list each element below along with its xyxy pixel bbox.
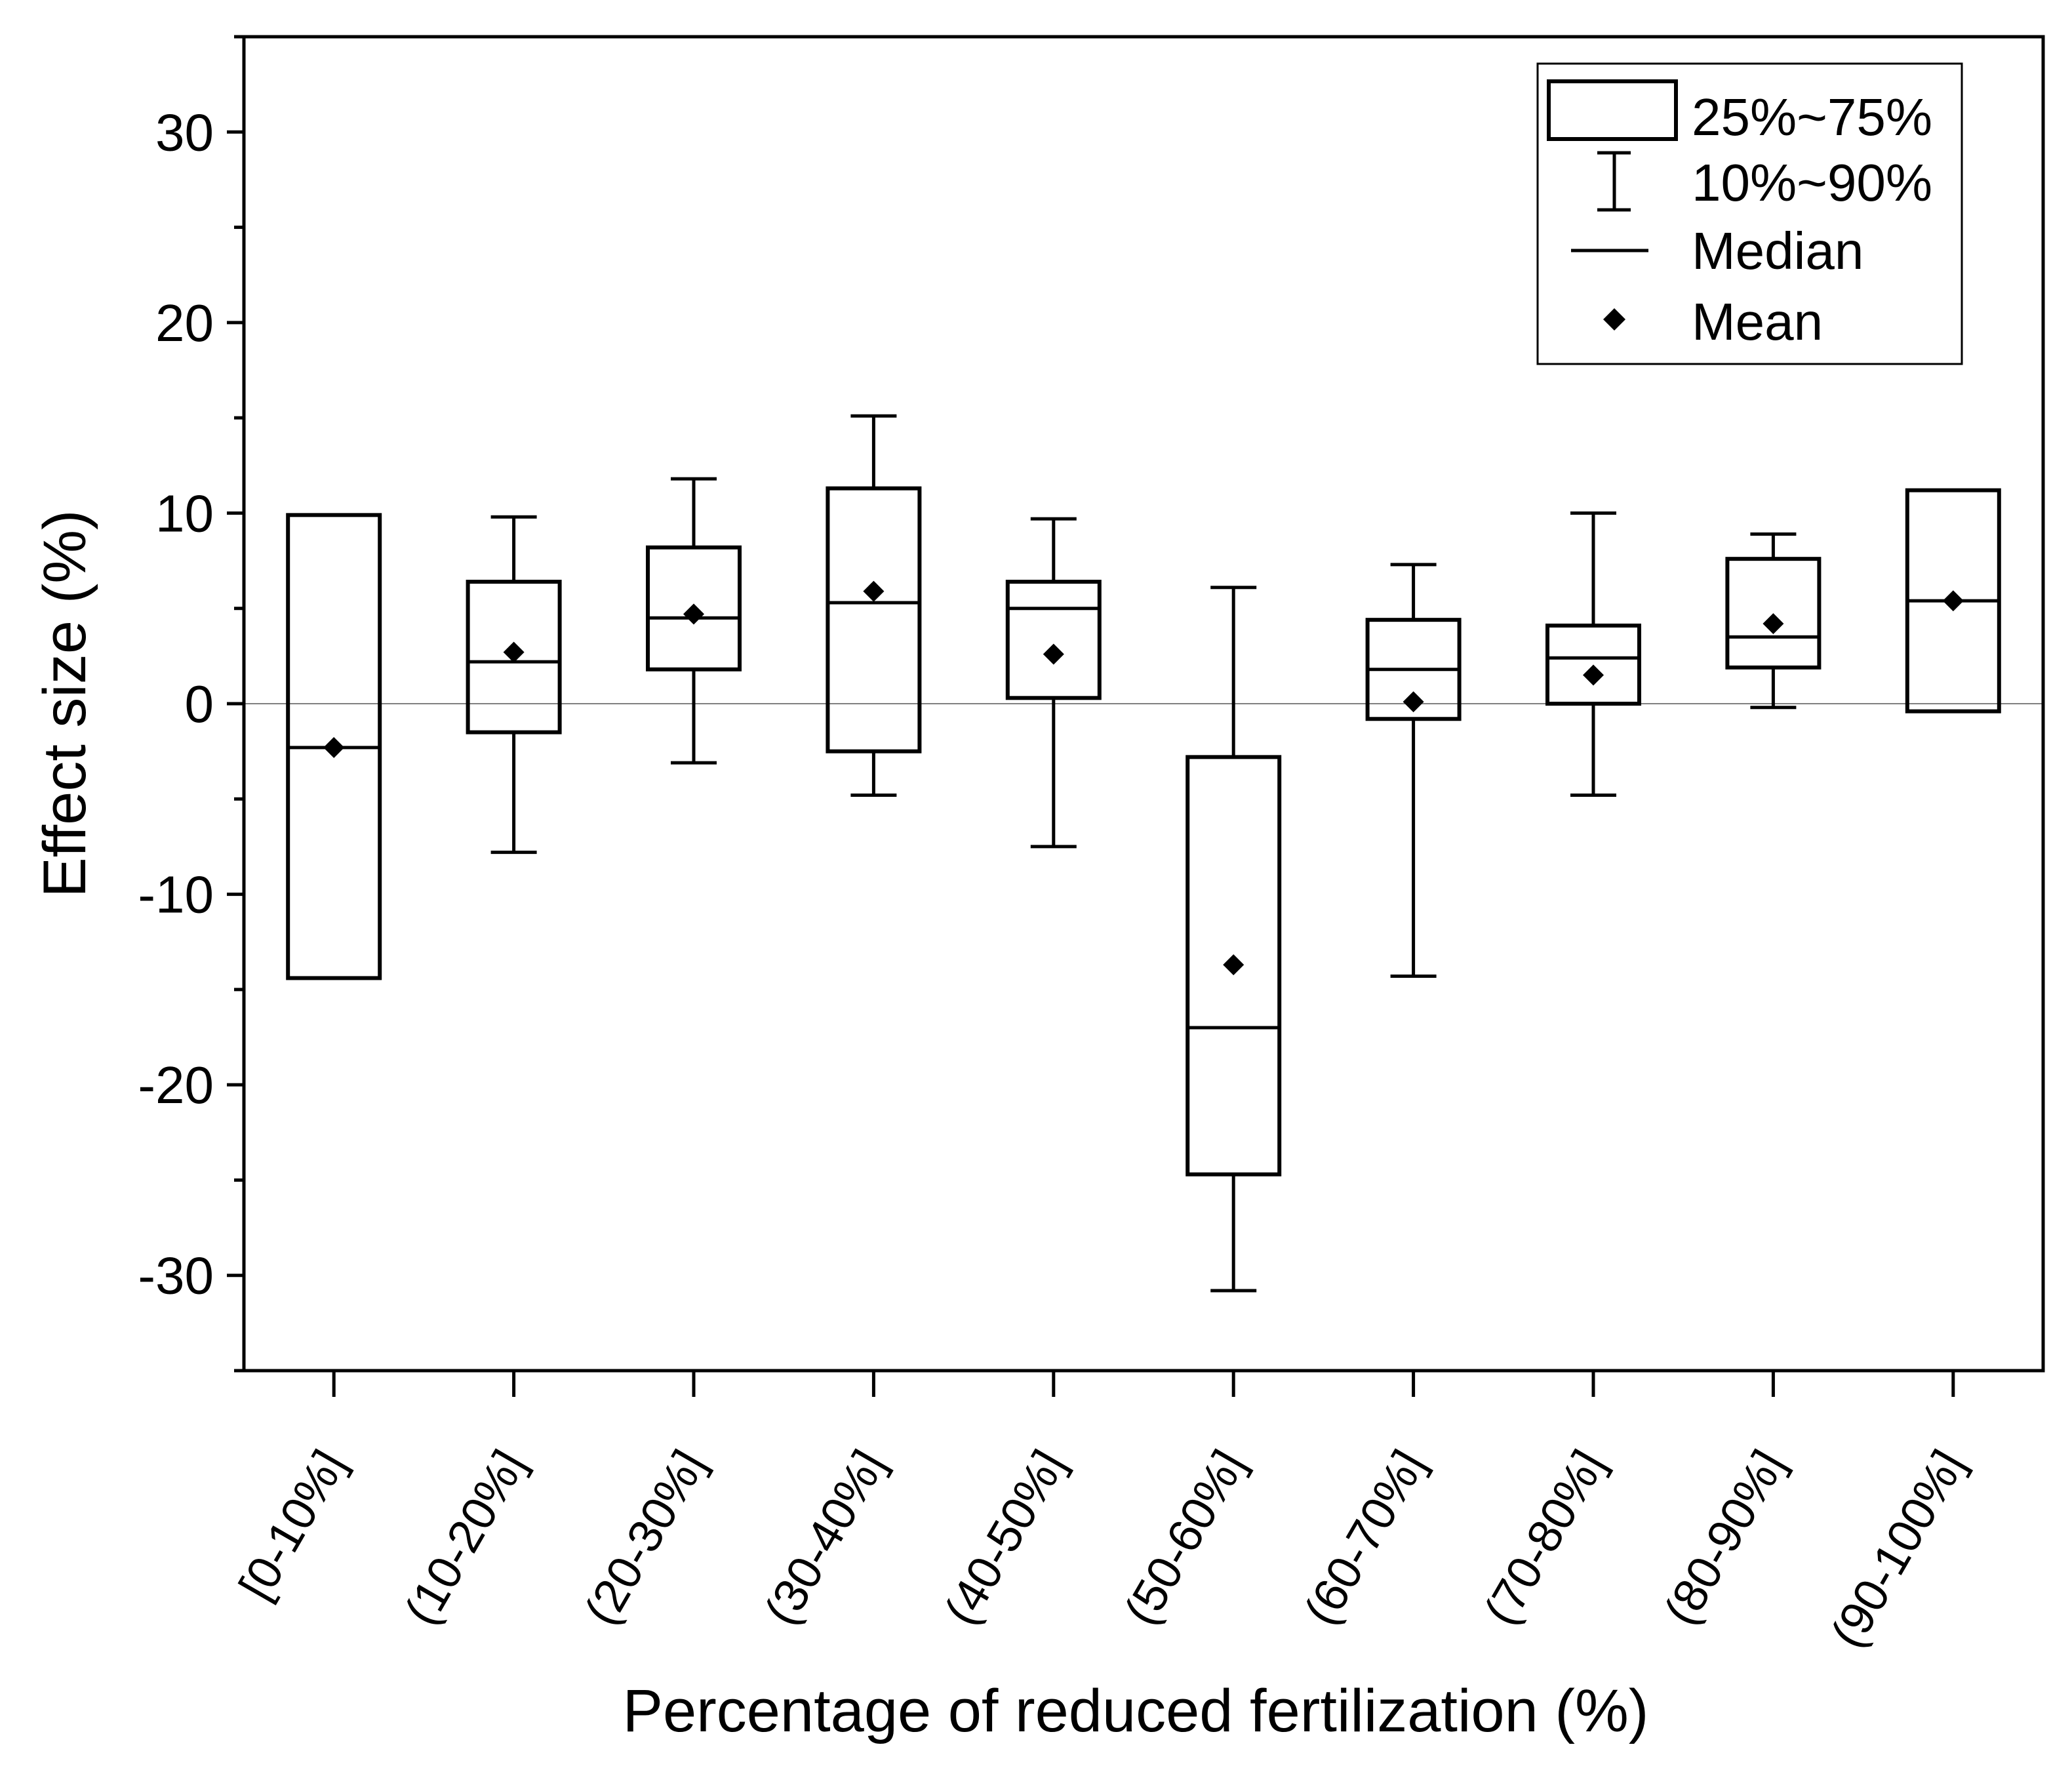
box-group xyxy=(1005,517,1102,849)
y-tick-label: 30 xyxy=(155,103,214,161)
y-tick-label: -10 xyxy=(138,866,214,924)
box-group xyxy=(1545,511,1641,797)
legend-whisker-symbol xyxy=(1597,151,1631,212)
mean-marker xyxy=(1942,590,1964,612)
legend-mean-symbol xyxy=(1603,308,1625,331)
legend-box-symbol xyxy=(1547,79,1678,141)
legend-label-mean: Mean xyxy=(1692,292,1823,351)
iqr-box xyxy=(466,580,562,735)
legend-label-whisker: 10%~90% xyxy=(1692,153,1932,212)
y-tick-label: 10 xyxy=(155,484,214,542)
mean-marker xyxy=(1583,664,1604,686)
mean-marker xyxy=(1043,643,1064,665)
y-axis-title: Effect size (%) xyxy=(31,510,98,897)
legend-label-box: 25%~75% xyxy=(1692,88,1932,146)
box-group xyxy=(1365,563,1462,978)
iqr-box xyxy=(1725,557,1822,670)
box-group xyxy=(466,515,562,855)
iqr-box xyxy=(1185,755,1282,1177)
mean-marker xyxy=(1223,954,1245,976)
mean-marker xyxy=(683,603,704,625)
y-tick-label: -30 xyxy=(138,1247,214,1305)
y-tick-label: -20 xyxy=(138,1056,214,1114)
legend-label-median: Median xyxy=(1692,222,1863,280)
legend: 25%~75% 10%~90% Median Mean xyxy=(1536,62,1963,365)
y-tick-label: 20 xyxy=(155,294,214,352)
mean-marker xyxy=(503,641,525,663)
box-group xyxy=(286,513,382,980)
iqr-box xyxy=(1005,580,1102,700)
iqr-box xyxy=(826,486,922,754)
box-group xyxy=(826,414,922,797)
box-group xyxy=(1185,586,1282,1293)
mean-marker xyxy=(1763,613,1784,634)
legend-frame xyxy=(1536,62,1963,365)
mean-marker xyxy=(323,736,345,758)
y-tick-label: 0 xyxy=(185,675,214,733)
box-group xyxy=(1905,488,2001,714)
plot-content xyxy=(244,414,2043,1293)
y-axis: -30 -20 -10 0 10 20 30 xyxy=(138,35,244,1373)
box-group xyxy=(1725,532,1822,710)
box-group xyxy=(646,477,742,765)
iqr-box xyxy=(646,545,742,672)
iqr-box xyxy=(1545,623,1641,706)
x-axis-title: Percentage of reduced fertilization (%) xyxy=(623,1678,1649,1744)
mean-marker xyxy=(1403,691,1424,713)
mean-marker xyxy=(863,580,885,602)
